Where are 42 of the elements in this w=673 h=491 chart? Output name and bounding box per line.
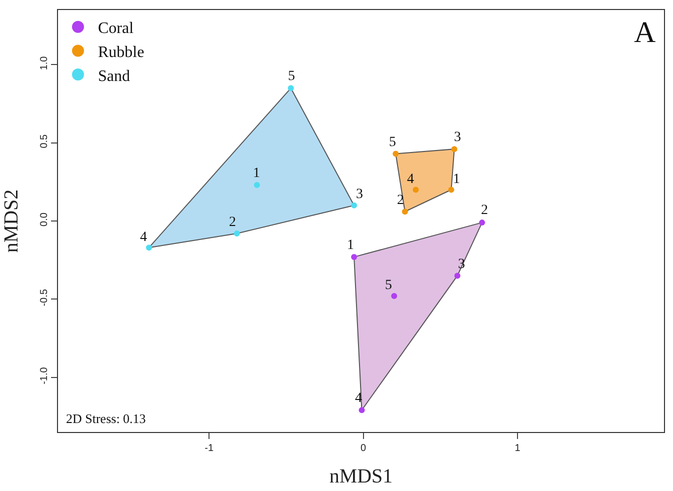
point — [351, 254, 358, 260]
point — [392, 150, 399, 157]
point — [391, 293, 398, 300]
x-tick-label: 0 — [360, 443, 367, 454]
annotation: 3 — [454, 130, 461, 145]
point — [234, 230, 240, 236]
annotation: 2 — [481, 203, 488, 218]
point — [448, 186, 454, 193]
point — [254, 182, 260, 188]
annotation: A — [634, 16, 656, 49]
annotation: 5 — [385, 278, 392, 293]
point — [358, 407, 365, 414]
annotation: 5 — [389, 135, 396, 150]
legend-label: Rubble — [98, 44, 144, 61]
point — [479, 220, 486, 226]
annotation: 3 — [356, 187, 363, 202]
annotation: 4 — [140, 230, 147, 245]
point — [454, 272, 460, 279]
y-tick-label: -1.0 — [39, 366, 50, 384]
annotation: 1 — [253, 166, 260, 181]
x-axis-title: nMDS1 — [329, 466, 393, 488]
annotation: 5 — [288, 69, 295, 84]
annotation: 2 — [229, 215, 236, 230]
y-tick-label: -0.5 — [39, 288, 50, 306]
x-tick-label: -1 — [204, 443, 214, 454]
y-tick-label: 0.0 — [39, 212, 50, 226]
y-tick-label: 0.5 — [39, 134, 50, 148]
point — [412, 186, 419, 193]
y-tick-label: 1.0 — [39, 56, 50, 70]
annotation: 4 — [407, 172, 414, 187]
point — [146, 244, 152, 251]
point — [451, 146, 458, 152]
annotation: 1 — [453, 172, 460, 187]
legend-label: Coral — [98, 20, 134, 38]
point — [288, 85, 294, 92]
x-tick-label: 1 — [514, 443, 521, 454]
annotation: 2D Stress: 0.13 — [66, 411, 146, 426]
point — [402, 208, 408, 215]
point — [351, 202, 358, 208]
legend-label: Sand — [98, 68, 130, 85]
y-axis-title: nMDS2 — [0, 189, 22, 253]
annotation: 1 — [347, 238, 354, 253]
